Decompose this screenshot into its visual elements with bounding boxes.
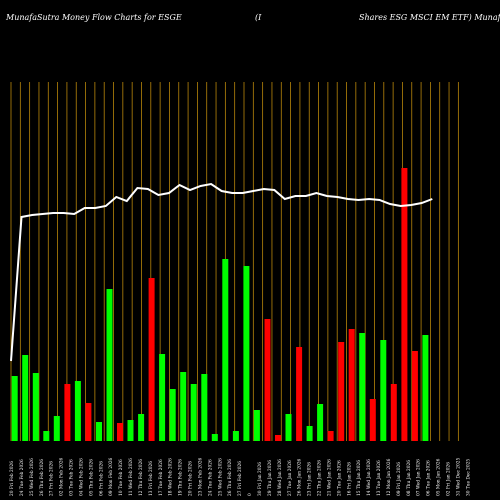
x-tick-label: 27 Fri Feb 2026 <box>238 461 243 496</box>
bar-down <box>64 384 71 441</box>
bar-down <box>148 278 155 441</box>
bar-up <box>11 376 18 441</box>
x-tick-label: 30 Tue Dec 2025 <box>466 459 471 496</box>
bar-down <box>117 423 123 441</box>
bars <box>11 168 429 441</box>
bar-up <box>253 410 260 441</box>
bar-down <box>327 431 334 441</box>
bar-up <box>159 354 166 441</box>
x-tick-label: 08 Thu Jan 2026 <box>407 460 412 496</box>
x-tick-label: 16 Fri Jan 2026 <box>347 462 352 496</box>
price-line <box>10 182 433 362</box>
bar-up <box>422 335 429 441</box>
x-tick-label: 20 Fri Feb 2026 <box>189 461 194 496</box>
bar-up <box>74 381 81 441</box>
x-tick-label: 0 <box>248 493 253 496</box>
x-tick-label: 02 Mon Feb 2026 <box>60 457 65 496</box>
bar-down <box>348 329 355 441</box>
bar-up <box>169 389 176 441</box>
price-line-group <box>10 182 433 362</box>
bar-up <box>243 266 250 441</box>
x-tick-label: 20 Tue Jan 2026 <box>337 460 342 496</box>
x-tick-label: 26 Thu Feb 2026 <box>228 459 233 496</box>
bar-up <box>359 333 366 441</box>
x-tick-label: 10 Tue Feb 2026 <box>119 459 124 496</box>
bar-up <box>53 416 60 441</box>
x-tick-label: 05 Thu Feb 2026 <box>89 459 94 496</box>
x-tick-label: 25 Wed Feb 2026 <box>30 458 35 496</box>
chart-title-paren: (I <box>255 13 262 22</box>
chart-title-right: Shares ESG MSCI EM ETF) Munafa <box>359 13 500 22</box>
x-tick-label: 28 Wed Jan 2026 <box>278 459 283 496</box>
x-tick-label: 26 Thu Feb 2026 <box>40 459 45 496</box>
x-tick-label: 18 Wed Feb 2026 <box>169 458 174 496</box>
x-tick-label: 06 Fri Feb 2026 <box>99 461 104 496</box>
x-tick-label: 13 Fri Feb 2026 <box>149 461 154 496</box>
bar-up <box>317 404 324 441</box>
x-tick-label: 29 Thu Jan 2026 <box>268 460 273 496</box>
bar-down <box>275 435 281 441</box>
bar-down <box>85 403 92 441</box>
x-tick-label: 06 Tue Jan 2026 <box>427 460 432 496</box>
x-tick-label: 12 Mon Jan 2026 <box>387 458 392 496</box>
x-tick-label: 09 Fri Jan 2026 <box>397 462 402 496</box>
x-tick-label: 03 Tue Feb 2026 <box>70 459 75 496</box>
bar-down <box>401 168 408 441</box>
x-tick-label: 14 Wed Jan 2026 <box>367 459 372 496</box>
bar-up <box>180 372 187 441</box>
x-tick-label: 17 Tue Feb 2026 <box>159 459 164 496</box>
x-tick-label: 25 Wed Feb 2026 <box>218 458 223 496</box>
bar-up <box>190 384 197 441</box>
bar-up <box>211 434 218 441</box>
x-tick-label: 26 Mon Jan 2026 <box>298 458 303 496</box>
bar-up <box>22 355 29 441</box>
x-tick-label: 15 Thu Jan 2026 <box>357 460 362 496</box>
x-tick-label: 13 Tue Jan 2026 <box>377 460 382 496</box>
bar-up <box>306 426 313 441</box>
x-tick-label: 23 Fri Jan 2026 <box>308 462 313 496</box>
bar-up <box>96 422 102 441</box>
x-tick-label: 27 Fri Feb 2026 <box>50 461 55 496</box>
bar-up <box>127 420 134 441</box>
x-tick-label: 04 Wed Feb 2026 <box>79 458 84 496</box>
bar-up <box>232 431 239 441</box>
bar-up <box>285 414 292 441</box>
x-tick-label: 05 Mon Jan 2026 <box>437 458 442 496</box>
chart-title: MunafaSutra Money Flow Charts for ESGE <box>5 13 182 22</box>
x-tick-label: 02 Fri Jan 2026 <box>447 462 452 496</box>
x-tick-labels: 20 Fri Feb 2026 24 Tue Feb 2026 25 Wed Feb… <box>10 457 471 496</box>
x-tick-label: 09 Mon Feb 2026 <box>109 457 114 496</box>
x-tick-label: 19 Thu Feb 2026 <box>179 459 184 496</box>
bar-down <box>369 399 376 441</box>
bar-up <box>43 431 50 441</box>
bar-down <box>390 384 397 441</box>
bar-up <box>138 414 145 441</box>
x-tick-label: 24 Tue Feb 2026 <box>20 459 25 496</box>
x-tick-label: 11 Wed Feb 2026 <box>129 458 134 496</box>
x-tick-label: 23 Mon Feb 2026 <box>199 457 204 496</box>
x-tick-label: 20 Fri Feb 2026 <box>10 461 15 496</box>
bar-up <box>32 373 39 441</box>
bar-down <box>296 347 303 441</box>
x-tick-label: 22 Thu Jan 2026 <box>318 460 323 496</box>
bar-down <box>338 342 345 441</box>
bar-down <box>264 319 271 441</box>
bar-down <box>411 351 418 441</box>
bar-up <box>222 259 229 441</box>
x-tick-label: 07 Wed Jan 2026 <box>417 459 422 496</box>
x-tick-label: 24 Tue Feb 2026 <box>208 459 213 496</box>
x-tick-label: 21 Wed Jan 2026 <box>327 459 332 496</box>
bar-up <box>380 340 387 441</box>
x-tick-label: 31 Wed Dec 2025 <box>456 457 461 496</box>
bar-up <box>201 374 208 441</box>
bar-up <box>106 289 113 441</box>
x-tick-label: 30 Fri Jan 2026 <box>258 462 263 496</box>
x-tick-label: 27 Tue Jan 2026 <box>288 460 293 496</box>
x-tick-label: 12 Thu Feb 2026 <box>139 459 144 496</box>
